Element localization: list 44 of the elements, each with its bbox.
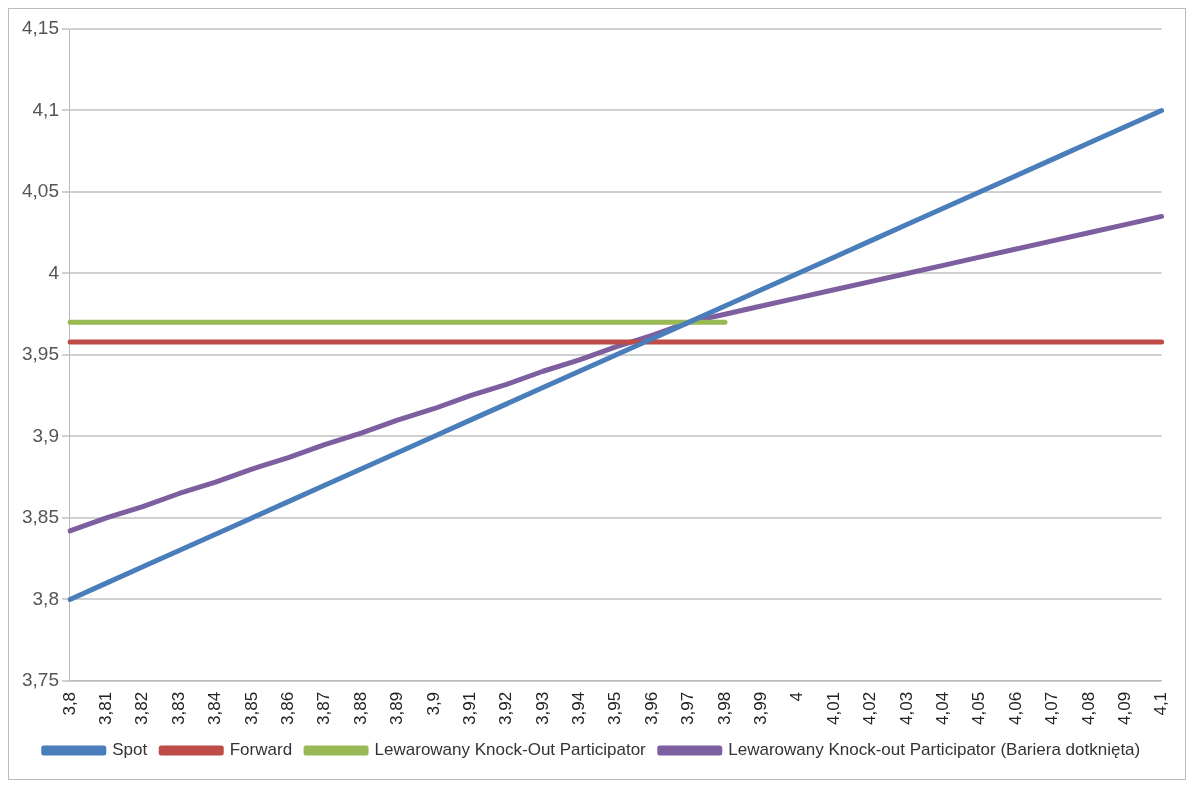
x-tick-label: 4,09 <box>1114 691 1134 726</box>
x-tick-label: 3,81 <box>96 691 116 726</box>
x-tick-label: 3,88 <box>350 691 370 726</box>
x-tick-label: 3,96 <box>641 691 661 726</box>
x-tick-label: 4,02 <box>860 691 880 726</box>
x-tick-label: 4,07 <box>1042 691 1062 726</box>
x-tick-label: 3,91 <box>459 691 479 726</box>
y-tick-label: 4,1 <box>32 98 59 120</box>
x-tick-label: 3,9 <box>423 691 443 716</box>
x-tick-label: 3,99 <box>751 691 771 726</box>
legend-label: Forward <box>229 740 293 760</box>
x-tick-label: 3,95 <box>605 691 625 726</box>
y-tick-label: 3,9 <box>32 424 59 446</box>
y-tick-label: 3,85 <box>22 506 59 528</box>
x-tick-label: 3,98 <box>714 691 734 726</box>
x-tick-label: 3,92 <box>496 691 516 726</box>
legend-label: Spot <box>112 740 148 760</box>
x-tick-label: 4,08 <box>1078 691 1098 726</box>
x-tick-label: 4,1 <box>1151 691 1171 716</box>
x-tick-label: 3,97 <box>678 691 698 726</box>
x-tick-label: 4,06 <box>1005 691 1025 726</box>
x-tick-label: 4 <box>787 691 807 702</box>
y-tick-label: 3,8 <box>32 587 59 609</box>
x-tick-label: 3,87 <box>314 691 334 726</box>
x-tick-label: 3,93 <box>532 691 552 726</box>
x-tick-label: 3,94 <box>569 691 589 726</box>
x-tick-label: 3,89 <box>387 691 407 726</box>
y-tick-label: 3,75 <box>22 669 59 691</box>
y-tick-label: 4 <box>48 261 60 283</box>
x-tick-label: 3,84 <box>205 691 225 726</box>
x-tick-label: 3,8 <box>59 691 79 716</box>
y-tick-label: 3,95 <box>22 343 59 365</box>
x-tick-label: 4,05 <box>969 691 989 726</box>
x-tick-label: 3,85 <box>241 691 261 726</box>
x-tick-label: 3,86 <box>277 691 297 726</box>
y-tick-label: 4,05 <box>22 180 59 202</box>
legend-label: Lewarowany Knock-Out Participator <box>374 740 647 760</box>
x-tick-label: 3,83 <box>168 691 188 726</box>
x-tick-label: 4,03 <box>896 691 916 726</box>
y-tick-label: 4,15 <box>22 17 59 39</box>
x-tick-label: 4,04 <box>932 691 952 726</box>
legend-label: Lewarowany Knock-out Participator (Bariera dotknięta) <box>728 740 1141 760</box>
x-tick-label: 4,01 <box>823 691 843 726</box>
x-tick-label: 3,82 <box>132 691 152 726</box>
